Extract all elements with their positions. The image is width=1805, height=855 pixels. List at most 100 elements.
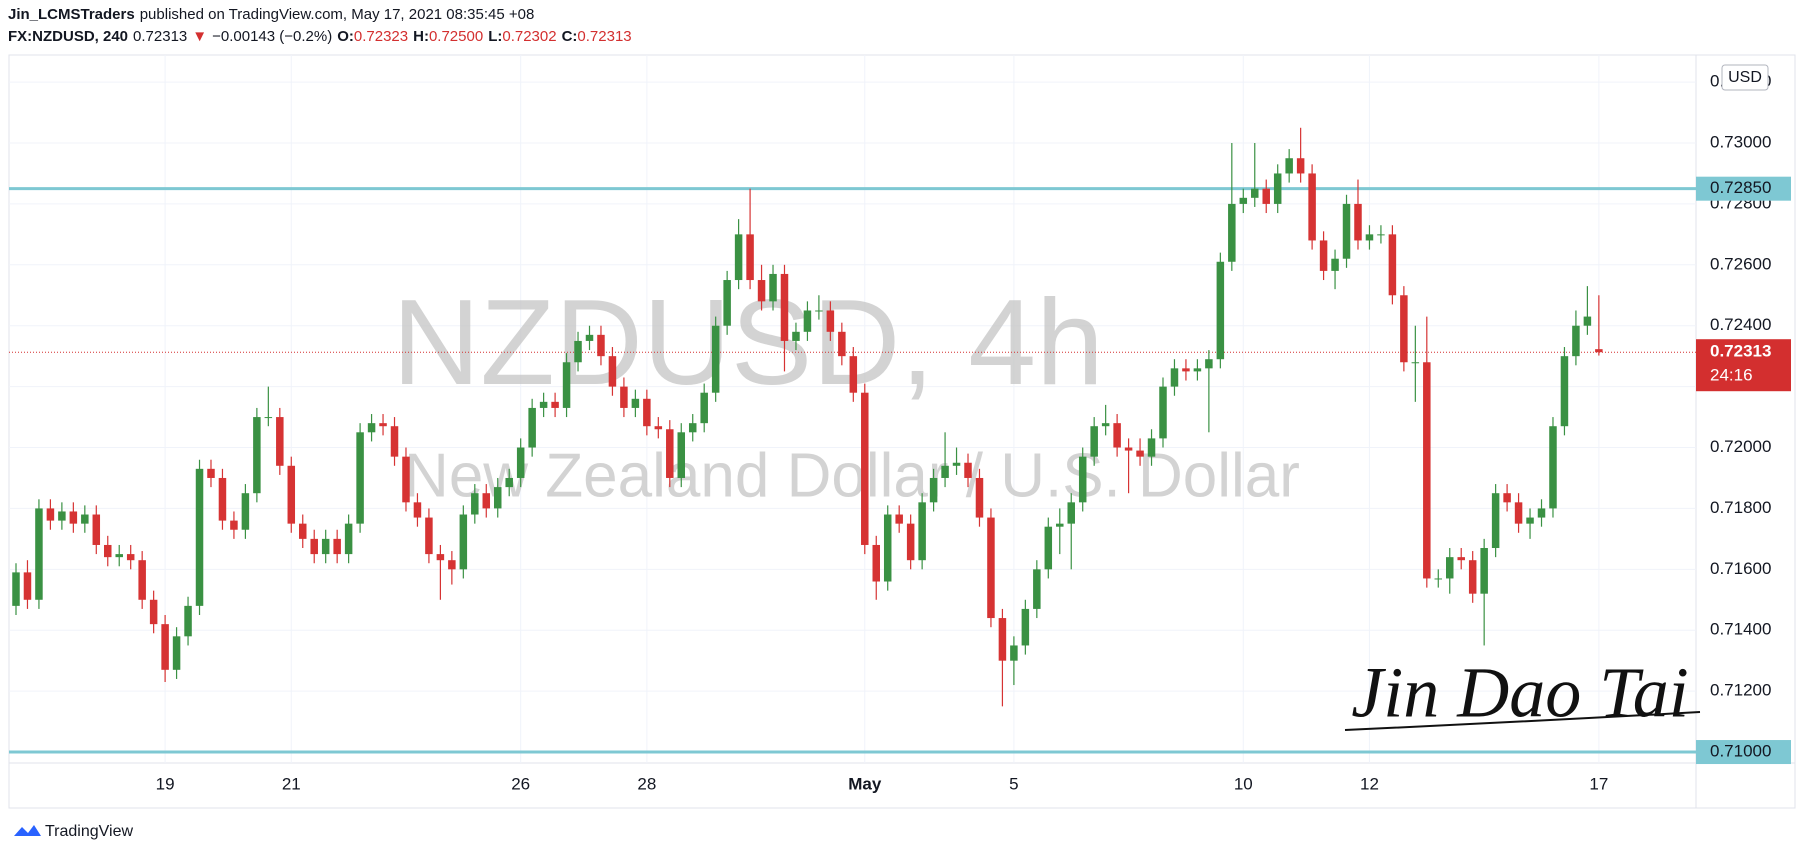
candle-body	[792, 331, 800, 341]
candle-body	[1526, 517, 1534, 524]
candle-body	[700, 392, 708, 424]
symbol-line: FX:NZDUSD, 240 0.72313 ▼ −0.00143 (−0.2%) O:…	[8, 26, 632, 48]
candle-body	[184, 605, 192, 637]
candle-body	[849, 356, 858, 393]
candle-body	[677, 432, 686, 478]
candle-body	[505, 477, 513, 488]
axis: 0.712000.714000.716000.718000.720000.722…	[156, 64, 1791, 793]
candle-body	[1468, 560, 1477, 594]
candle-body	[1308, 173, 1316, 241]
candle-body	[562, 362, 571, 408]
candle-body	[1228, 203, 1236, 262]
candle-body	[1021, 608, 1030, 646]
candle-body	[1044, 526, 1053, 570]
candle-body	[711, 325, 720, 393]
candle-body	[643, 398, 651, 427]
candle-body	[1354, 203, 1362, 241]
currency-box	[1721, 64, 1769, 91]
candle-body	[895, 514, 903, 524]
header: Jin_LCMSTraders published on TradingView.…	[8, 4, 632, 48]
signature-underline	[1344, 711, 1701, 731]
candle-body	[688, 423, 697, 433]
candle-body	[1251, 188, 1259, 198]
candle-body	[104, 544, 112, 558]
author: Jin_LCMSTraders	[8, 6, 135, 23]
x-tick-label: 10	[1234, 774, 1253, 793]
publish-line: Jin_LCMSTraders published on TradingView.…	[8, 4, 632, 26]
candle-body	[597, 334, 605, 357]
candle-body	[883, 514, 892, 582]
candle-body	[1595, 349, 1603, 353]
candle-body	[1010, 645, 1018, 661]
candle-body	[838, 331, 846, 357]
candle-body	[964, 462, 972, 478]
candle-body	[310, 538, 318, 555]
candle-body	[929, 477, 938, 503]
candle-body	[941, 465, 949, 478]
candle-body	[23, 572, 32, 600]
candle-body	[402, 456, 410, 503]
published: published on TradingView.com, May 17, 20…	[139, 6, 535, 23]
c-label: C:	[561, 28, 578, 45]
candle-body	[276, 417, 284, 466]
change: −0.00143 (−0.2%)	[212, 28, 333, 45]
candle-body	[459, 514, 468, 570]
candle-body	[12, 572, 20, 606]
candle-body	[218, 477, 227, 521]
candle-body	[1239, 197, 1248, 204]
x-tick-label: 21	[282, 774, 301, 793]
y-tick-label: 0.73000	[1710, 132, 1771, 151]
y-tick-label: 0.71200	[1710, 681, 1771, 700]
candle-body	[1480, 548, 1488, 594]
o-label: O:	[337, 28, 354, 45]
candle-body	[757, 280, 766, 302]
candle-body	[92, 514, 101, 545]
candle-body	[1159, 386, 1167, 439]
candle-body	[379, 423, 387, 427]
candle-body	[471, 493, 479, 515]
candle-body	[425, 517, 433, 555]
candle-body	[81, 514, 89, 524]
candle-body	[872, 544, 880, 582]
c: 0.72313	[577, 28, 632, 45]
watermark-description: New Zealand Dollar / U.S. Dollar	[404, 441, 1300, 510]
candle-body	[723, 280, 731, 326]
candle-body	[608, 356, 617, 387]
l: 0.72302	[502, 28, 557, 45]
candle-body	[264, 417, 273, 419]
x-tick-label: 26	[511, 774, 530, 793]
candle-body	[413, 502, 422, 518]
candle-body	[1560, 356, 1569, 427]
candle-body	[780, 273, 789, 341]
candle-body	[493, 487, 502, 509]
candle-body	[528, 407, 536, 448]
candle-body	[482, 493, 491, 509]
candle-body	[551, 401, 559, 408]
candle-body	[1400, 295, 1408, 363]
candle-body	[1262, 188, 1270, 204]
candle-body	[769, 273, 777, 302]
candle-body	[1296, 158, 1305, 174]
candle-body	[1170, 368, 1179, 387]
candle-body	[35, 508, 43, 600]
candle-body	[1056, 523, 1064, 527]
candle-body	[1342, 203, 1351, 259]
arrow: ▼	[192, 28, 208, 45]
candle-body	[620, 386, 628, 408]
y-tick-label: 0.72600	[1710, 254, 1771, 273]
o: 0.72323	[353, 28, 409, 45]
brand: TradingView	[45, 823, 133, 840]
y-tick-label: 0.71400	[1710, 620, 1771, 639]
candle-body	[1491, 493, 1500, 549]
candle-body	[1583, 316, 1592, 326]
candle-body	[299, 523, 307, 539]
candle-body	[1090, 426, 1098, 457]
candle-body	[161, 624, 169, 670]
candle-body	[1514, 502, 1523, 524]
candle-body	[666, 429, 674, 478]
frame	[8, 54, 1796, 809]
countdown: 24:16	[1710, 366, 1753, 385]
candle-body	[1147, 438, 1156, 457]
candle-body	[1331, 258, 1339, 271]
